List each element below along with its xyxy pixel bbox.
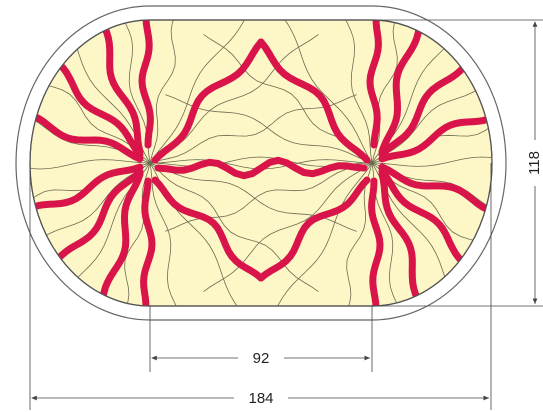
thin-radial-line bbox=[30, 159, 151, 170]
thin-radial-line bbox=[30, 34, 151, 164]
inner-width-dimension: 92 bbox=[149, 306, 373, 372]
thin-radial-line bbox=[203, 162, 373, 292]
red-band-outer bbox=[47, 168, 144, 273]
thin-radial-line bbox=[371, 34, 492, 164]
decorative-pattern bbox=[30, 20, 492, 306]
red-band-outer bbox=[378, 168, 475, 273]
outer-width-dimension: 184 bbox=[29, 163, 492, 410]
height-dimension: 118 bbox=[372, 19, 543, 307]
red-band-horizontal bbox=[154, 156, 368, 180]
thin-radial-line bbox=[333, 20, 373, 164]
thin-radial-line bbox=[149, 20, 189, 164]
red-band-outer bbox=[378, 20, 424, 156]
thin-radial-line bbox=[333, 162, 373, 306]
red-band-outer bbox=[47, 53, 144, 158]
red-band-outer bbox=[30, 163, 144, 218]
red-band-vertical bbox=[368, 177, 384, 306]
red-band-vertical bbox=[138, 20, 154, 149]
red-band-outer bbox=[378, 170, 424, 306]
thin-radial-line bbox=[371, 156, 492, 167]
red-band-diamond bbox=[151, 176, 265, 282]
outer-width-label: 184 bbox=[248, 390, 273, 407]
red-wavy-bands bbox=[30, 20, 492, 306]
inner-width-label: 92 bbox=[253, 350, 270, 367]
thin-radial-line bbox=[371, 162, 492, 292]
red-band-outer bbox=[378, 108, 492, 163]
thin-radial-line bbox=[149, 162, 319, 292]
thin-radial-line bbox=[30, 162, 151, 292]
red-band-diamond bbox=[257, 176, 371, 282]
thin-radial-line bbox=[111, 162, 151, 306]
inner-panel bbox=[29, 19, 493, 307]
thin-radial-line bbox=[149, 162, 189, 306]
red-band-outer bbox=[30, 108, 144, 163]
red-band-vertical bbox=[140, 177, 156, 306]
thin-radial-line bbox=[165, 94, 373, 164]
red-band-outer bbox=[98, 170, 144, 306]
thin-radial-line bbox=[261, 20, 373, 164]
red-band-vertical bbox=[366, 20, 382, 149]
red-band-outer bbox=[378, 163, 492, 218]
red-band-outer bbox=[378, 53, 475, 158]
height-label: 118 bbox=[526, 151, 543, 175]
thin-radial-line bbox=[371, 20, 411, 164]
red-band-diamond bbox=[257, 38, 371, 164]
red-band-diamond bbox=[151, 38, 265, 164]
red-band-outer bbox=[98, 20, 144, 156]
thin-radial-line bbox=[149, 94, 357, 164]
